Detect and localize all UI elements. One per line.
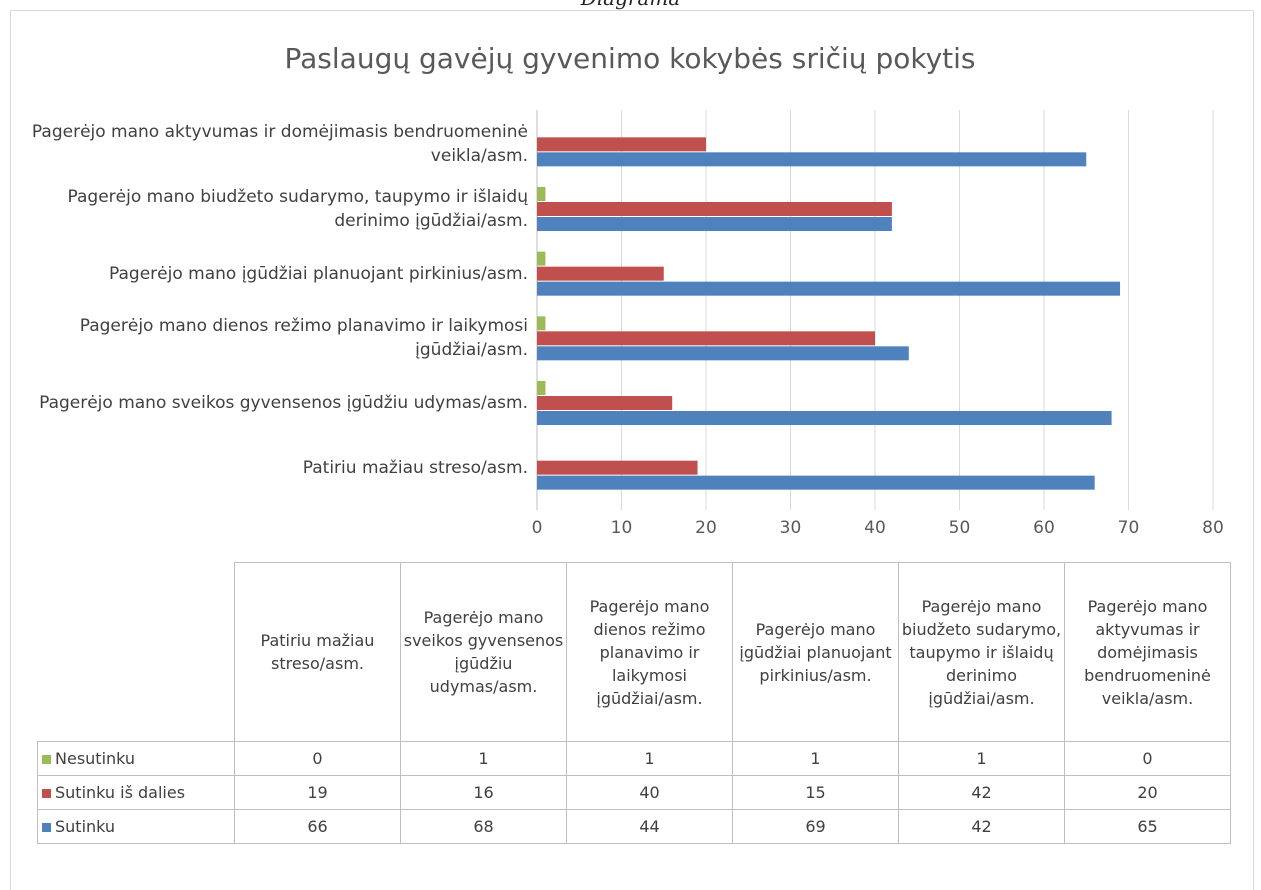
legend-entry: Sutinku xyxy=(37,809,235,844)
y-tick-label: Pagerėjo mano dienos režimo planavimo ir… xyxy=(79,316,528,361)
x-tick-label: 0 xyxy=(532,518,543,538)
x-tick-label: 70 xyxy=(1118,518,1140,538)
legend-entry: Sutinku iš dalies xyxy=(37,775,235,810)
y-tick-label: Pagerėjo mano biudžeto sudarymo, taupymo… xyxy=(67,187,528,231)
table-row: Sutinku 66 68 44 69 42 65 xyxy=(37,809,1231,844)
bar xyxy=(537,266,664,281)
table-header: Pagerėjo mano dienos režimo planavimo ir… xyxy=(566,562,733,742)
bar xyxy=(537,202,892,216)
y-tick-label: Patiriu mažiau streso/asm. xyxy=(302,457,528,478)
table-row: Sutinku iš dalies 19 16 40 15 42 20 xyxy=(37,775,1231,810)
x-tick-label: 60 xyxy=(1033,518,1055,538)
bar xyxy=(537,331,875,346)
table-cell: 20 xyxy=(1064,775,1231,810)
y-tick-label: Pagerėjo mano įgūdžiai planuojant pirkin… xyxy=(109,263,528,284)
table-header: Pagerėjo mano įgūdžiai planuojant pirkin… xyxy=(732,562,899,742)
legend-entry: Nesutinku xyxy=(37,741,235,776)
y-tick-label: Pagerėjo mano sveikos gyvensenos įgūdžiu… xyxy=(39,393,528,413)
x-tick-label: 20 xyxy=(695,518,717,538)
bar xyxy=(537,251,546,266)
table-cell: 1 xyxy=(566,741,733,776)
x-tick-label: 50 xyxy=(949,518,971,538)
legend-swatch xyxy=(42,755,51,764)
x-tick-label: 10 xyxy=(611,518,633,538)
x-tick-label: 80 xyxy=(1202,518,1224,538)
table-header-row: Patiriu mažiau streso/asm. Pagerėjo mano … xyxy=(37,562,1231,742)
bar xyxy=(537,316,546,331)
table-cell: 44 xyxy=(566,809,733,844)
table-header: Pagerėjo mano biudžeto sudarymo, taupymo… xyxy=(898,562,1065,742)
table-cell: 0 xyxy=(234,741,401,776)
legend-label: Sutinku xyxy=(55,817,116,836)
table-header: Pagerėjo mano aktyvumas ir domėjimasis b… xyxy=(1064,562,1231,742)
table-cell: 68 xyxy=(400,809,567,844)
bar xyxy=(537,187,546,201)
table-cell: 42 xyxy=(898,775,1065,810)
bar xyxy=(537,346,909,361)
bar xyxy=(537,152,1087,167)
table-cell: 42 xyxy=(898,809,1065,844)
table-cell: 1 xyxy=(898,741,1065,776)
table-corner xyxy=(37,562,235,742)
table-cell: 66 xyxy=(234,809,401,844)
table-cell: 0 xyxy=(1064,741,1231,776)
bar xyxy=(537,396,673,410)
table-row: Nesutinku 0 1 1 1 1 0 xyxy=(37,741,1231,776)
bar xyxy=(537,217,892,231)
bar xyxy=(537,381,546,395)
table-cell: 19 xyxy=(234,775,401,810)
chart-frame xyxy=(10,10,1254,890)
table-cell: 16 xyxy=(400,775,567,810)
y-tick-label: Pagerėjo mano aktyvumas ir domėjimasis b… xyxy=(31,122,528,167)
bar xyxy=(537,460,698,475)
bar xyxy=(537,281,1121,296)
table-cell: 15 xyxy=(732,775,899,810)
legend-swatch xyxy=(42,789,51,798)
bar xyxy=(537,411,1112,425)
table-header: Pagerėjo mano sveikos gyvensenos įgūdžiu… xyxy=(400,562,567,742)
legend-swatch xyxy=(42,823,51,832)
table-header: Patiriu mažiau streso/asm. xyxy=(234,562,401,742)
table-cell: 40 xyxy=(566,775,733,810)
table-cell: 1 xyxy=(732,741,899,776)
table-cell: 69 xyxy=(732,809,899,844)
bar xyxy=(537,137,706,152)
data-table: Patiriu mažiau streso/asm. Pagerėjo mano … xyxy=(37,562,1231,844)
x-tick-label: 40 xyxy=(864,518,886,538)
caption: Diagrama xyxy=(0,0,1261,10)
chart-title: Paslaugų gavėjų gyvenimo kokybės sričių … xyxy=(285,42,976,75)
legend-label: Sutinku iš dalies xyxy=(55,783,186,802)
legend-label: Nesutinku xyxy=(55,749,136,768)
table-cell: 65 xyxy=(1064,809,1231,844)
table-cell: 1 xyxy=(400,741,567,776)
bar xyxy=(537,475,1095,490)
x-tick-label: 30 xyxy=(780,518,802,538)
